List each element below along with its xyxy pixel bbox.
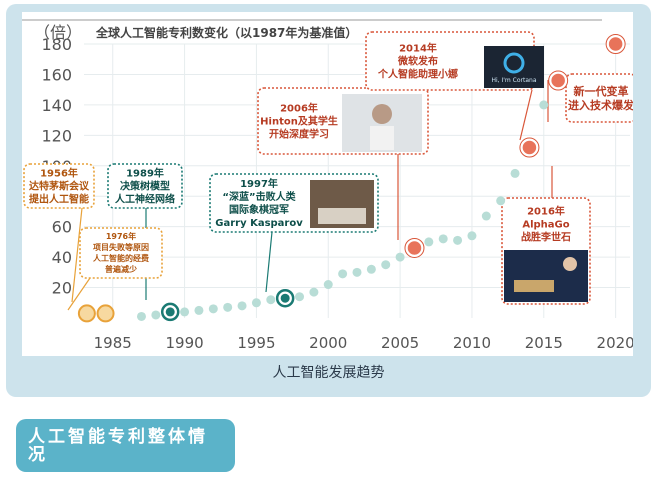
x-tick-label: 2005 [381,334,419,352]
data-point [323,280,333,290]
x-tick-label: 2015 [525,334,563,352]
x-tick-label: 2000 [309,334,347,352]
y-tick-label: 160 [41,65,72,84]
annotation-text: “深蓝”击败人类 [222,190,295,203]
milestone-point [548,71,568,90]
milestone-point [606,34,625,54]
annotation-text: 2006年 [280,102,318,115]
figure-caption: 人工智能发展趋势 [272,365,385,381]
milestone-point [77,304,96,323]
y-tick-label: 60 [52,218,72,237]
data-point [424,237,434,247]
data-point [395,252,405,262]
annotation-box [107,163,183,209]
data-point [251,298,261,308]
annotation-text: 1997年 [240,177,278,190]
milestone-point-ring [548,70,569,91]
data-point [223,302,233,312]
x-tick-label: 1995 [237,334,275,352]
annotation-text: 决策树模型 [120,180,170,193]
annotation-text: 新一代变革 [574,84,629,98]
milestone-point [520,138,539,157]
milestone-point-core [165,307,175,317]
leader-line [67,277,91,311]
annotation-text: 开始深度学习 [269,128,329,141]
data-point [381,260,391,270]
y-unit-label: （倍） [34,23,82,42]
milestone-point-core [280,293,290,303]
cortana-label: Hi, I'm Cortana [492,77,537,84]
section-heading: 人工智能专利整体情况 [16,419,235,472]
y-tick-label: 20 [52,279,72,298]
hinton-photo-head [372,104,392,124]
data-point [438,234,448,244]
data-point [194,305,204,315]
leader-line [265,231,273,293]
data-point [151,310,161,320]
data-point [266,295,276,305]
data-point [352,267,362,277]
data-point [136,311,146,321]
annotation-text: Hinton及其学生 [260,115,338,128]
annotation-text: 达特茅斯会议 [29,180,90,193]
data-point [453,235,463,245]
data-point [366,264,376,274]
annotation-text: 提出人工智能 [29,193,89,206]
leader-line [71,207,83,303]
y-tick-label: 40 [52,248,72,267]
kasparov-board [318,208,366,224]
cortana-image: Hi, I'm Cortana [484,46,544,88]
x-tick-label: 2020 [597,334,633,352]
data-point [295,292,305,302]
milestone-point-ring [605,34,626,54]
leader-line [519,89,533,141]
annotation-text: 1989年 [126,167,164,180]
data-point [180,307,190,317]
y-tick-label: 140 [41,96,72,115]
annotation-text: 人工神经网络 [115,193,175,206]
milestone-point-ring [519,137,540,158]
annotation-text: Garry Kasparov [215,218,303,229]
annotation-text: AlphaGo [522,220,569,231]
x-tick-label: 1985 [94,334,132,352]
annotation-text: 进入技术爆发 [568,98,633,112]
annotation-text: 人工智能的经费 [93,253,149,263]
annotation-text: 普遍减少 [105,264,137,274]
data-point [539,100,549,110]
data-point [481,211,491,221]
y-tick-label: 180 [41,35,72,54]
annotation-text: 1956年 [40,167,78,180]
annotation-box [23,163,95,209]
annotation-box [565,73,633,123]
data-point [208,304,218,314]
annotation-text: 2014年 [399,42,437,55]
y-tick-label: 120 [41,126,72,145]
data-point [467,231,477,241]
data-point [496,196,506,206]
x-tick-label: 1990 [165,334,203,352]
milestone-point [96,304,115,323]
alphago-person [563,257,577,271]
data-point [309,287,319,297]
annotation-text: 2016年 [527,205,565,218]
annotation-box [79,227,163,279]
alphago-board [514,280,554,292]
annotation-text: 国际象棋冠军 [229,203,289,216]
chart-area: 2040608010012014016018019851990199520002… [22,12,633,356]
chart-title: 全球人工智能专利数变化（以1987年为基准值） [95,25,357,40]
annotation-text: 战胜李世石 [521,231,571,244]
annotation-text: 1976年 [106,231,136,241]
data-point [510,168,520,178]
annotation-text: 微软发布 [397,55,438,68]
annotation-text: 个人智能助理小娜 [377,68,458,81]
x-tick-label: 2010 [453,334,491,352]
milestone-point-ring [404,237,425,258]
alphago-photo [504,250,588,302]
patent-growth-chart: 2040608010012014016018019851990199520002… [22,19,633,352]
data-point [338,269,348,279]
milestone-point [405,238,424,258]
hinton-photo-body [370,126,394,150]
data-point [237,301,247,311]
annotation-text: 项目失败等原因 [93,242,149,252]
